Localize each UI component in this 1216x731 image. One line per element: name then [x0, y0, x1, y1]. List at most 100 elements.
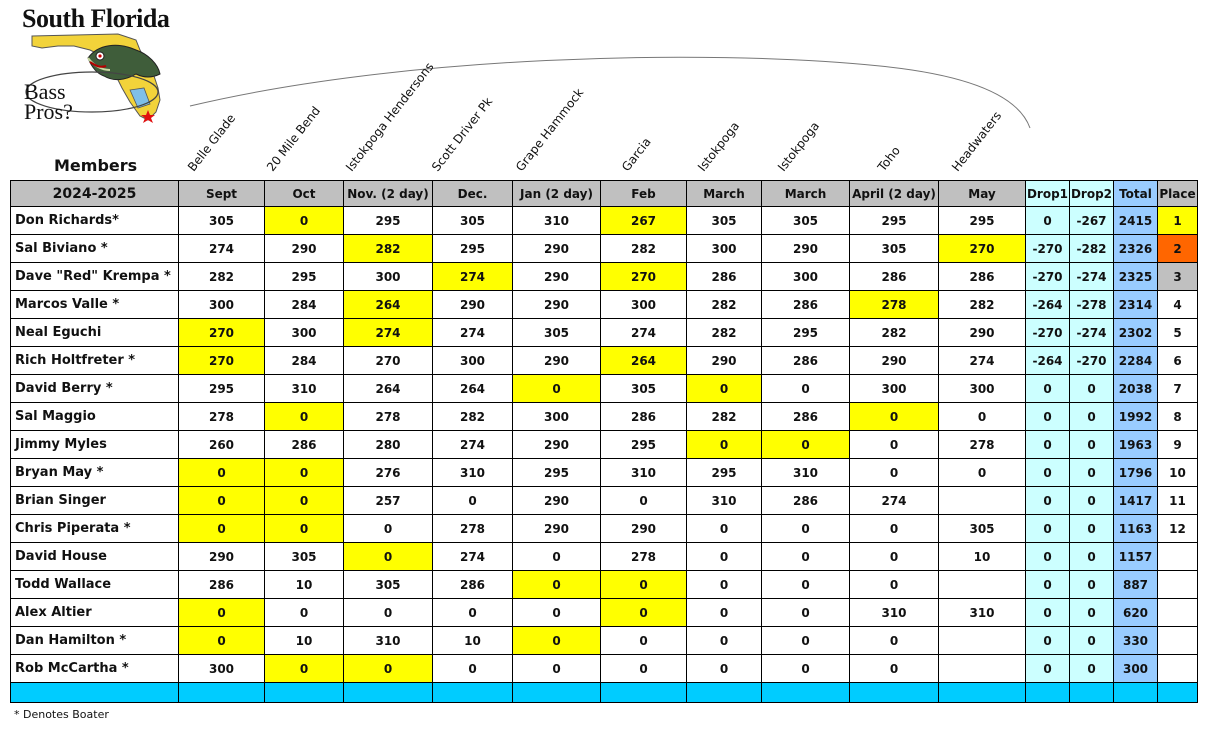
score-cell: 0 — [938, 458, 1026, 487]
score-cell: 286 — [761, 402, 850, 431]
member-name: Brian Singer — [10, 486, 179, 515]
score-cell: 305 — [849, 234, 939, 263]
drop1-cell: -264 — [1025, 290, 1070, 319]
score-cell: 305 — [432, 206, 513, 235]
score-cell: 0 — [432, 486, 513, 515]
score-cell: 0 — [761, 654, 850, 683]
table-row: Bryan May * 0 0 276 310 295 310 295 310 0 0 0 0 1796 1… — [10, 458, 1198, 487]
score-cell — [938, 654, 1026, 683]
drop1-cell: 0 — [1025, 206, 1070, 235]
score-cell: 0 — [761, 430, 850, 459]
month-header: April (2 day) — [849, 180, 939, 207]
logo-tagline: Bass Pros? — [24, 81, 73, 124]
florida-map-icon — [25, 33, 161, 123]
score-cell: 282 — [938, 290, 1026, 319]
place-cell: 4 — [1157, 290, 1198, 319]
score-cell: 274 — [432, 430, 513, 459]
place-cell: 12 — [1157, 514, 1198, 543]
drop1-cell: 0 — [1025, 458, 1070, 487]
drop2-cell: 0 — [1069, 514, 1114, 543]
score-cell: 282 — [178, 262, 265, 291]
total-cell: 2326 — [1113, 234, 1158, 263]
drop2-cell: 0 — [1069, 402, 1114, 431]
score-cell: 278 — [600, 542, 687, 571]
score-cell: 0 — [343, 542, 433, 571]
member-name: Neal Eguchi — [10, 318, 179, 347]
total-cell: 1163 — [1113, 514, 1158, 543]
score-cell: 0 — [761, 542, 850, 571]
drop2-cell: -270 — [1069, 346, 1114, 375]
score-cell: 286 — [849, 262, 939, 291]
drop1-cell: 0 — [1025, 598, 1070, 627]
score-cell: 295 — [343, 206, 433, 235]
score-cell: 282 — [343, 234, 433, 263]
score-cell: 295 — [512, 458, 601, 487]
score-cell: 270 — [938, 234, 1026, 263]
score-cell: 300 — [686, 234, 762, 263]
total-cell: 2325 — [1113, 262, 1158, 291]
score-cell: 0 — [264, 206, 344, 235]
score-cell: 0 — [849, 626, 939, 655]
score-cell: 0 — [761, 514, 850, 543]
score-cell: 300 — [264, 318, 344, 347]
score-cell: 305 — [686, 206, 762, 235]
score-cell: 310 — [686, 486, 762, 515]
member-name: Rob McCartha * — [10, 654, 179, 683]
drop1-cell: 0 — [1025, 402, 1070, 431]
score-cell: 0 — [849, 430, 939, 459]
score-cell: 286 — [761, 290, 850, 319]
score-cell: 286 — [761, 486, 850, 515]
score-cell: 295 — [686, 458, 762, 487]
drop1-cell: -264 — [1025, 346, 1070, 375]
place-cell — [1157, 626, 1198, 655]
standings-table: 2024-2025 Sept Oct Nov. (2 day) Dec. Jan… — [10, 180, 1198, 703]
score-cell: 0 — [178, 514, 265, 543]
score-cell: 0 — [264, 458, 344, 487]
member-name: Dan Hamilton * — [10, 626, 179, 655]
score-cell: 0 — [343, 654, 433, 683]
drop2-cell: -282 — [1069, 234, 1114, 263]
table-row: Sal Maggio 278 0 278 282 300 286 282 286 0 0 0 0 1992… — [10, 402, 1198, 431]
score-cell: 0 — [849, 570, 939, 599]
score-cell: 290 — [761, 234, 850, 263]
score-cell: 0 — [686, 570, 762, 599]
score-cell: 0 — [600, 654, 687, 683]
table-row: Neal Eguchi 270 300 274 274 305 274 282 295 282 29… — [10, 318, 1198, 347]
score-cell: 276 — [343, 458, 433, 487]
place-cell: 5 — [1157, 318, 1198, 347]
score-cell: 10 — [938, 542, 1026, 571]
place-cell — [1157, 654, 1198, 683]
drop1-cell: -270 — [1025, 262, 1070, 291]
table-row: Brian Singer 0 0 257 0 290 0 310 286 274 0 0 1417 11 — [10, 486, 1198, 515]
score-cell: 310 — [512, 206, 601, 235]
header-row: 2024-2025 Sept Oct Nov. (2 day) Dec. Jan… — [10, 180, 1198, 207]
club-logo: South Florida Bass Pros? — [18, 4, 178, 128]
total-cell: 330 — [1113, 626, 1158, 655]
score-cell: 310 — [264, 374, 344, 403]
place-cell — [1157, 598, 1198, 627]
score-cell: 270 — [600, 262, 687, 291]
drop2-cell: 0 — [1069, 374, 1114, 403]
score-cell: 264 — [600, 346, 687, 375]
score-cell: 0 — [178, 598, 265, 627]
drop2-cell: 0 — [1069, 486, 1114, 515]
score-cell: 300 — [849, 374, 939, 403]
member-name: Dave "Red" Krempa * — [10, 262, 179, 291]
table-row: Don Richards* 305 0 295 305 310 267 305 305 295 29… — [10, 206, 1198, 235]
score-cell: 0 — [512, 598, 601, 627]
logo-line-2: Pros? — [24, 99, 73, 124]
member-name: Rich Holtfreter * — [10, 346, 179, 375]
total-cell: 2302 — [1113, 318, 1158, 347]
drop1-cell: 0 — [1025, 430, 1070, 459]
score-cell: 0 — [686, 654, 762, 683]
place-cell — [1157, 542, 1198, 571]
drop1-cell: 0 — [1025, 542, 1070, 571]
score-cell: 0 — [849, 654, 939, 683]
member-name: Jimmy Myles — [10, 430, 179, 459]
score-cell: 0 — [512, 626, 601, 655]
place-cell: 10 — [1157, 458, 1198, 487]
score-cell: 0 — [600, 598, 687, 627]
drop2-cell: -267 — [1069, 206, 1114, 235]
drop2-cell: 0 — [1069, 458, 1114, 487]
score-cell: 290 — [512, 290, 601, 319]
